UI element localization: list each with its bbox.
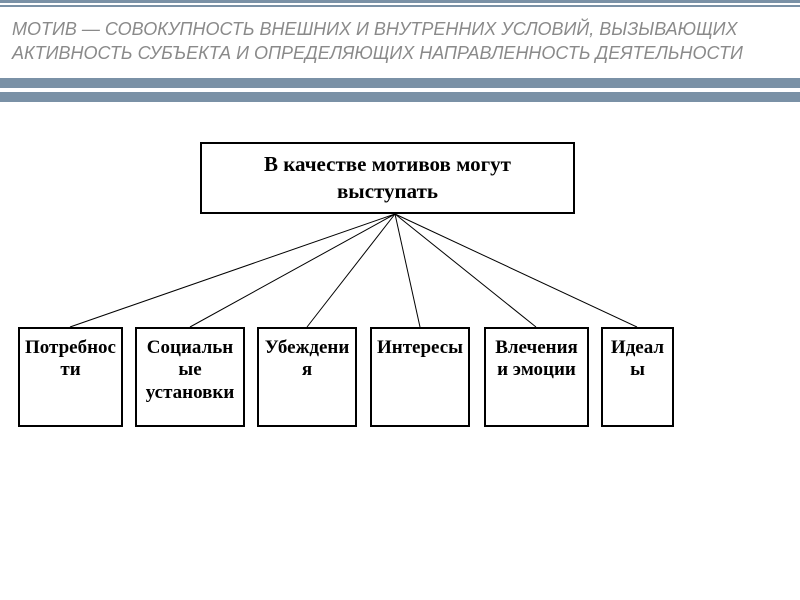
child-node: Идеалы [601, 327, 674, 427]
child-node-label: Влечения и эмоции [490, 337, 583, 383]
child-node-label: Социальные установки [141, 337, 239, 405]
tree-edge [307, 214, 395, 327]
child-node-label: Потребности [24, 337, 117, 383]
child-node: Влечения и эмоции [484, 327, 589, 427]
child-node-label: Убеждения [263, 337, 351, 383]
child-node-label: Идеалы [607, 337, 668, 383]
motive-tree-diagram: В качестве мотивов могут выступать Потре… [0, 132, 800, 562]
tree-edge [395, 214, 536, 327]
header-rule-mid [0, 78, 800, 88]
root-node: В качестве мотивов могут выступать [200, 142, 575, 214]
header-rule-bottom [0, 92, 800, 102]
header-definition-text: МОТИВ — СОВОКУПНОСТЬ ВНЕШНИХ И ВНУТРЕННИ… [0, 7, 800, 78]
header-rule-top [0, 0, 800, 3]
tree-edge [395, 214, 637, 327]
child-node-label: Интересы [377, 337, 463, 360]
child-node: Потребности [18, 327, 123, 427]
tree-edge [190, 214, 395, 327]
child-node: Социальные установки [135, 327, 245, 427]
header-region: МОТИВ — СОВОКУПНОСТЬ ВНЕШНИХ И ВНУТРЕННИ… [0, 0, 800, 102]
child-node: Убеждения [257, 327, 357, 427]
child-node: Интересы [370, 327, 470, 427]
tree-edge [395, 214, 420, 327]
root-node-label: В качестве мотивов могут выступать [216, 151, 559, 204]
tree-edge [70, 214, 395, 327]
